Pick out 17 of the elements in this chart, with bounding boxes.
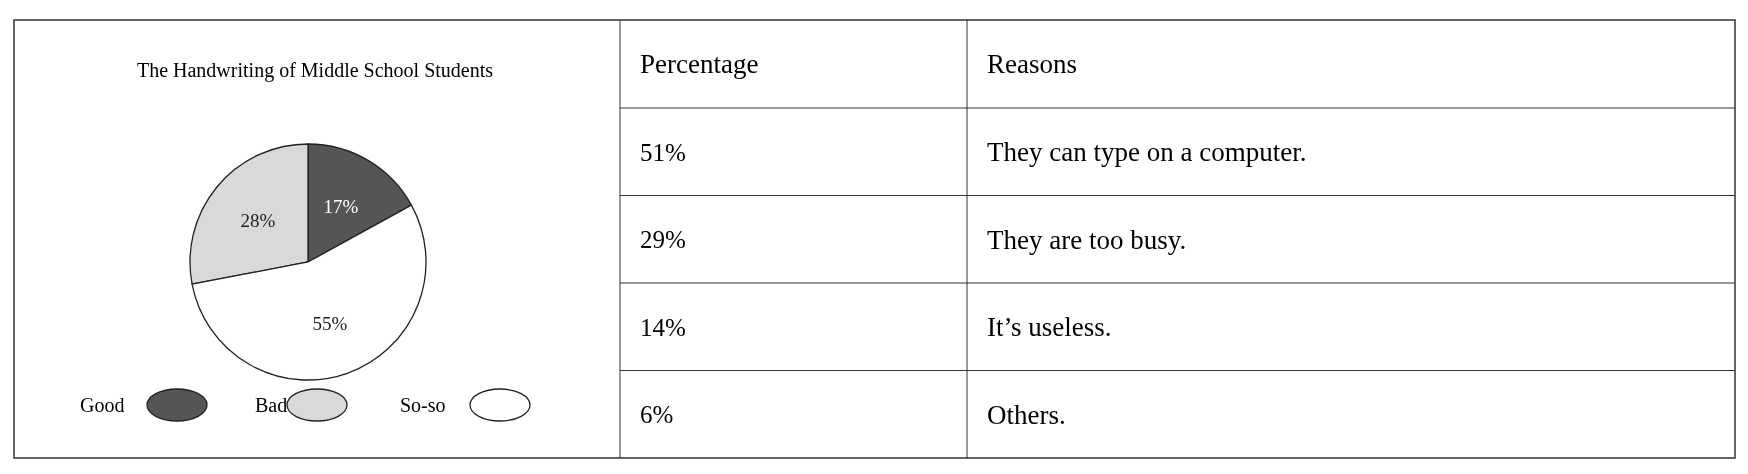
data-label: 17% — [323, 195, 359, 217]
legend-label: Good — [80, 394, 125, 416]
chart-title: The Handwriting of Middle School Students — [136, 59, 494, 82]
category-label: They can type on a computer. — [987, 137, 1307, 168]
text: Reasons — [987, 49, 1077, 80]
text: 29% — [640, 226, 686, 253]
category-label: It’s useless. — [987, 312, 1112, 343]
data-label: 28% — [240, 210, 276, 232]
text: 14% — [640, 313, 686, 341]
text: Percentage — [640, 49, 759, 80]
legend-label: Bad — [255, 394, 288, 416]
text: 6% — [640, 401, 674, 428]
text: 51% — [640, 138, 686, 166]
category-label: They are too busy. — [987, 224, 1187, 255]
legend-label: So-so — [400, 394, 446, 416]
category-label: Others. — [987, 399, 1066, 430]
data-label: 55% — [312, 312, 348, 334]
